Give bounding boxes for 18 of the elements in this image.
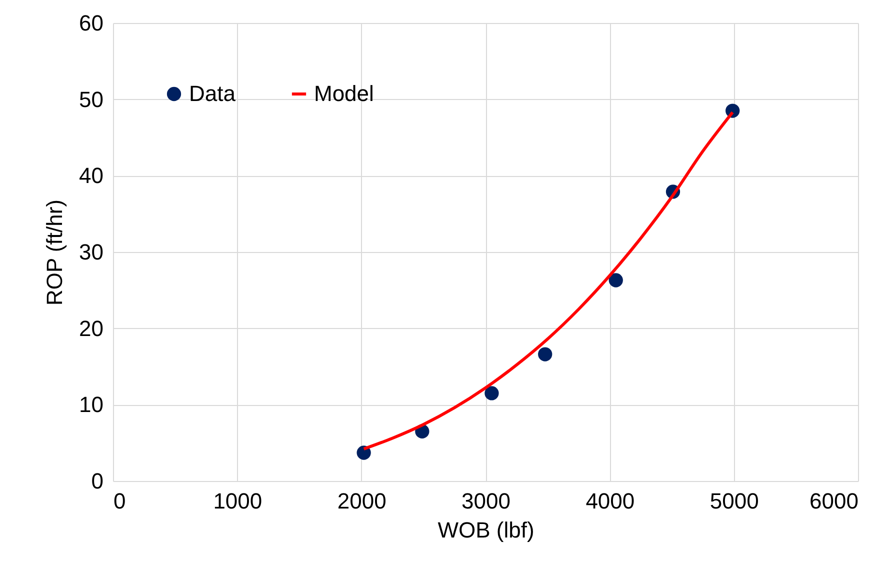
legend-label: Model bbox=[314, 81, 374, 106]
x-tick-label: 0 bbox=[114, 488, 126, 514]
y-tick-label: 0 bbox=[91, 468, 104, 494]
x-tick-label: 3000 bbox=[462, 488, 510, 514]
x-tick-label: 5000 bbox=[710, 488, 759, 514]
y-tick-label: 30 bbox=[79, 240, 104, 264]
y-tick-label: 50 bbox=[79, 86, 104, 112]
y-tick-label: 10 bbox=[79, 392, 104, 418]
legend-label: Data bbox=[189, 81, 236, 106]
x-tick-label: 2000 bbox=[337, 488, 386, 514]
x-tick-label: 4000 bbox=[586, 488, 635, 514]
y-tick-label: 60 bbox=[79, 10, 104, 36]
x-tick-label: 1000 bbox=[213, 488, 262, 514]
x-tick-label: 6000 bbox=[810, 488, 858, 514]
y-tick-label: 20 bbox=[79, 316, 104, 341]
y-axis-title: ROP (ft/hr) bbox=[42, 200, 68, 306]
x-axis-title: WOB (lbf) bbox=[438, 518, 534, 542]
y-tick-label: 40 bbox=[79, 163, 104, 188]
